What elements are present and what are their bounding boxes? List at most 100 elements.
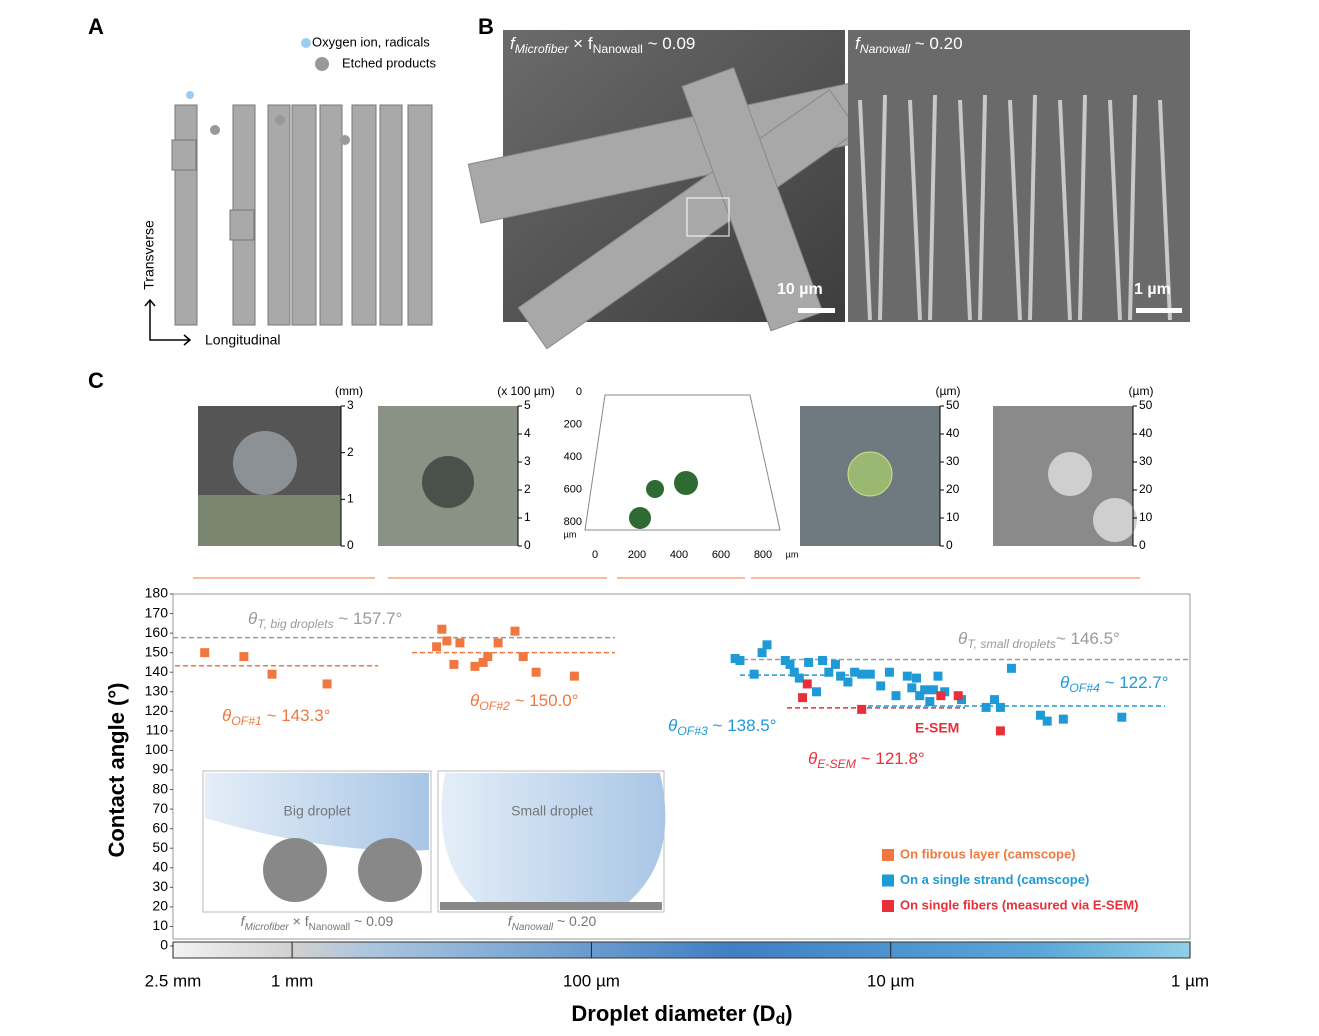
subscript: OF#1 (231, 714, 262, 728)
inset-tick-label: 200 (564, 418, 582, 430)
label-part: ~ 0.20 (553, 913, 596, 929)
y-tick-label: 130 (145, 682, 169, 698)
inset-unit: (mm) (335, 384, 363, 398)
label-part: ~ 121.8° (856, 749, 925, 768)
y-tick-label: 30 (152, 878, 168, 894)
rich-label: fMicrofiber × fNanowall ~ 0.09 (241, 913, 394, 933)
axis-label: Longitudinal (205, 332, 281, 348)
inset-tick-label: 3 (524, 454, 531, 468)
subscript: OF#4 (1069, 681, 1100, 695)
inset-tick-label: 3 (347, 398, 354, 412)
inset-unit: µm (786, 549, 799, 559)
y-tick-label: 170 (145, 604, 169, 620)
rich-label: fNanowall ~ 0.20 (508, 913, 597, 933)
y-tick-label: 90 (152, 761, 168, 777)
y-tick-label: 20 (152, 898, 168, 914)
annotation: E-SEM (915, 720, 959, 736)
subscript: Microfiber (245, 922, 290, 933)
label-part: ~ 150.0° (510, 691, 579, 710)
label-part: f (510, 34, 517, 53)
legend-text: Oxygen ion, radicals (312, 34, 430, 49)
axis-label: Transverse (141, 220, 157, 290)
inset-tick-label: 0 (946, 538, 953, 552)
data-point (953, 691, 963, 701)
inset-tick-label: 600 (564, 483, 582, 495)
data-point (510, 626, 520, 636)
label-part: θ (958, 629, 968, 648)
inset-images (193, 394, 1140, 579)
subscript: T, big droplets (257, 617, 333, 631)
zoom-box (686, 197, 730, 237)
scale-label: 10 µm (777, 281, 823, 298)
data-point (239, 652, 249, 662)
data-point (933, 671, 943, 681)
data-point (804, 657, 814, 667)
label-part: f (508, 913, 514, 929)
data-point (902, 671, 912, 681)
data-point (449, 659, 459, 669)
x-tick-label: 10 µm (867, 971, 915, 990)
data-point (920, 685, 930, 695)
legend-swatch (882, 900, 894, 912)
y-tick-label: 10 (152, 917, 168, 933)
label-part: θ (248, 609, 258, 628)
data-point (911, 673, 921, 683)
inset-tick-label: 600 (712, 549, 730, 561)
data-point (493, 638, 503, 648)
inset-tick-label: 400 (670, 549, 688, 561)
legend-swatch (882, 874, 894, 887)
rich-label: θOF#3 ~ 138.5° (668, 716, 777, 738)
inset-unit: (x 100 µm) (497, 384, 555, 398)
data-point (995, 726, 1005, 736)
subscript: Nanowall (512, 922, 554, 933)
data-point (995, 702, 1005, 712)
y-tick-label: 50 (152, 839, 168, 855)
inset-tick-label: 0 (576, 386, 582, 398)
inset-tick-label: 0 (524, 538, 531, 552)
inset-tick-label: 10 (946, 510, 960, 524)
rich-label: Droplet diameter (Dd) (571, 1001, 792, 1028)
scale-label: 1 µm (1134, 281, 1171, 298)
data-point (981, 702, 991, 712)
y-tick-label: 60 (152, 819, 168, 835)
legend-text: On a single strand (camscope) (900, 872, 1089, 887)
label-part: Droplet diameter (D (571, 1001, 775, 1026)
y-tick-label: 180 (145, 585, 169, 601)
data-point (1117, 712, 1127, 722)
subscript: T, small droplets (967, 637, 1056, 651)
data-point (830, 659, 840, 669)
data-point (884, 667, 894, 677)
inset-tick-label: 40 (946, 426, 960, 440)
data-point (1006, 663, 1016, 673)
data-point (432, 642, 442, 652)
data-point (836, 671, 846, 681)
rich-label: θT, big droplets ~ 157.7° (248, 609, 402, 631)
data-point (757, 648, 767, 658)
inset-tick-label: 10 (1139, 510, 1153, 524)
y-tick-label: 100 (145, 741, 169, 757)
inset-tick-label: 400 (564, 451, 582, 463)
data-point (989, 695, 999, 705)
data-point (802, 679, 812, 689)
data-point (817, 655, 827, 665)
inset-tick-label: 800 (754, 549, 772, 561)
data-point (749, 669, 759, 679)
data-point (843, 677, 853, 687)
data-point (789, 667, 799, 677)
data-point (437, 624, 447, 634)
label-part: θ (668, 716, 678, 735)
y-tick-label: 80 (152, 780, 168, 796)
data-point (794, 673, 804, 683)
inset-tick-label: 4 (524, 426, 531, 440)
subscript: Nanowall (593, 42, 643, 56)
scale-bar (1136, 308, 1182, 313)
label-part: × f (568, 34, 592, 53)
data-point (780, 655, 790, 665)
x-tick-label: 100 µm (563, 971, 620, 990)
data-point (1058, 714, 1068, 724)
inset-unit: (µm) (936, 384, 961, 398)
label-part: f (241, 913, 247, 929)
fibers (467, 66, 893, 350)
y-tick-label: 70 (152, 800, 168, 816)
x-tick-label: 1 µm (1171, 971, 1209, 990)
